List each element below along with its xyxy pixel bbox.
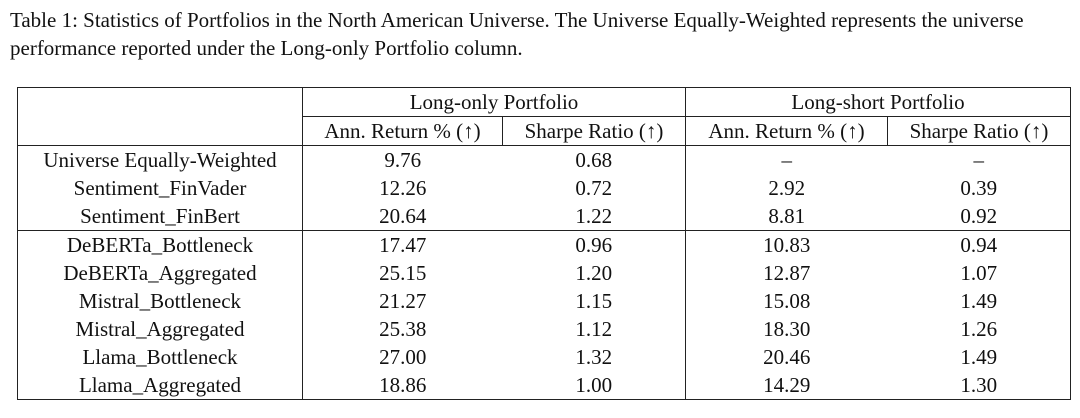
table: Long-only Portfolio Long-short Portfolio A… bbox=[17, 87, 1071, 400]
corner-cell bbox=[17, 87, 303, 146]
value-cell: 1.12 bbox=[502, 315, 686, 343]
table-row: Sentiment_FinBert 20.64 1.22 8.81 0.92 bbox=[17, 202, 1071, 231]
column-header: Ann. Return % (↑) bbox=[302, 116, 503, 146]
row-label: Llama_Aggregated bbox=[17, 371, 303, 400]
value-cell: 25.15 bbox=[379, 261, 427, 285]
value-cell: 1.07 bbox=[887, 259, 1071, 287]
table-row: Mistral_Bottleneck 21.27 1.15 15.08 1.49 bbox=[17, 287, 1071, 315]
value-cell: 10.83 bbox=[763, 233, 811, 257]
table-row: Ann. Return % (↑) Sharpe Ratio (↑) Ann. Re… bbox=[18, 116, 1071, 146]
row-label: Universe Equally-Weighted bbox=[17, 145, 303, 174]
value-cell: 18.86 bbox=[302, 371, 503, 400]
table-row: Universe Equally-Weighted 9.76 0.68 – – bbox=[17, 145, 1071, 174]
value-cell: 1.32 bbox=[502, 343, 686, 371]
row-label: DeBERTa_Aggregated bbox=[17, 259, 303, 287]
value-cell: 1.22 bbox=[502, 202, 686, 231]
value-cell: 0.39 bbox=[887, 174, 1071, 202]
value-cell: 12.87 bbox=[763, 261, 811, 285]
value-cell: 0.92 bbox=[887, 202, 1071, 231]
table-row: Sentiment_FinVader 12.26 0.72 2.92 0.39 bbox=[17, 174, 1071, 202]
value-cell: 27.00 bbox=[379, 345, 427, 369]
value-cell: 1.15 bbox=[502, 287, 686, 315]
table-row: Long-only Portfolio Long-short Portfolio bbox=[17, 87, 1071, 146]
row-label: Mistral_Bottleneck bbox=[17, 287, 303, 315]
value-cell: 1.00 bbox=[502, 371, 686, 400]
value-cell: 1.49 bbox=[887, 287, 1071, 315]
value-cell: 2.92 bbox=[768, 176, 806, 200]
value-cell: 9.76 bbox=[384, 148, 422, 172]
table-row: Llama_Bottleneck 27.00 1.32 20.46 1.49 bbox=[17, 343, 1071, 371]
value-cell: 0.72 bbox=[502, 174, 686, 202]
value-cell: 1.30 bbox=[887, 371, 1071, 400]
value-cell: – bbox=[887, 145, 1071, 174]
value-cell: 8.81 bbox=[685, 202, 888, 231]
table-row: DeBERTa_Aggregated 25.15 1.20 12.87 1.07 bbox=[17, 259, 1071, 287]
column-header: Sharpe Ratio (↑) bbox=[502, 116, 686, 146]
value-cell: 0.94 bbox=[887, 230, 1071, 259]
column-header: Sharpe Ratio (↑) bbox=[887, 116, 1071, 146]
value-cell: 18.30 bbox=[763, 317, 811, 341]
table-row: DeBERTa_Bottleneck 17.47 0.96 10.83 0.94 bbox=[17, 230, 1071, 259]
table-row: Mistral_Aggregated 25.38 1.12 18.30 1.26 bbox=[17, 315, 1071, 343]
value-cell: 20.46 bbox=[763, 345, 811, 369]
value-cell: 15.08 bbox=[763, 289, 811, 313]
value-cell: 1.20 bbox=[502, 259, 686, 287]
value-cell: – bbox=[781, 148, 793, 172]
value-cell: 17.47 bbox=[379, 233, 427, 257]
row-label: Sentiment_FinBert bbox=[17, 202, 303, 231]
value-cell: 25.38 bbox=[379, 317, 427, 341]
value-cell: 12.26 bbox=[379, 176, 427, 200]
row-label: Sentiment_FinVader bbox=[17, 174, 303, 202]
column-header: Ann. Return % (↑) bbox=[685, 116, 888, 146]
value-cell: 0.96 bbox=[502, 230, 686, 259]
value-cell: 21.27 bbox=[379, 289, 427, 313]
row-label: Llama_Bottleneck bbox=[17, 343, 303, 371]
value-cell: 1.26 bbox=[887, 315, 1071, 343]
value-cell: 14.29 bbox=[685, 371, 888, 400]
group-header: Long-short Portfolio bbox=[685, 87, 1071, 117]
row-label: DeBERTa_Bottleneck bbox=[17, 230, 303, 259]
table-row: Llama_Aggregated 18.86 1.00 14.29 1.30 bbox=[17, 371, 1071, 400]
group-header: Long-only Portfolio bbox=[302, 87, 686, 117]
caption: Table 1: Statistics of Portfolios in the… bbox=[10, 8, 1024, 60]
row-label: Mistral_Aggregated bbox=[17, 315, 303, 343]
value-cell: 1.49 bbox=[887, 343, 1071, 371]
value-cell: 0.68 bbox=[502, 145, 686, 174]
value-cell: 20.64 bbox=[302, 202, 503, 231]
